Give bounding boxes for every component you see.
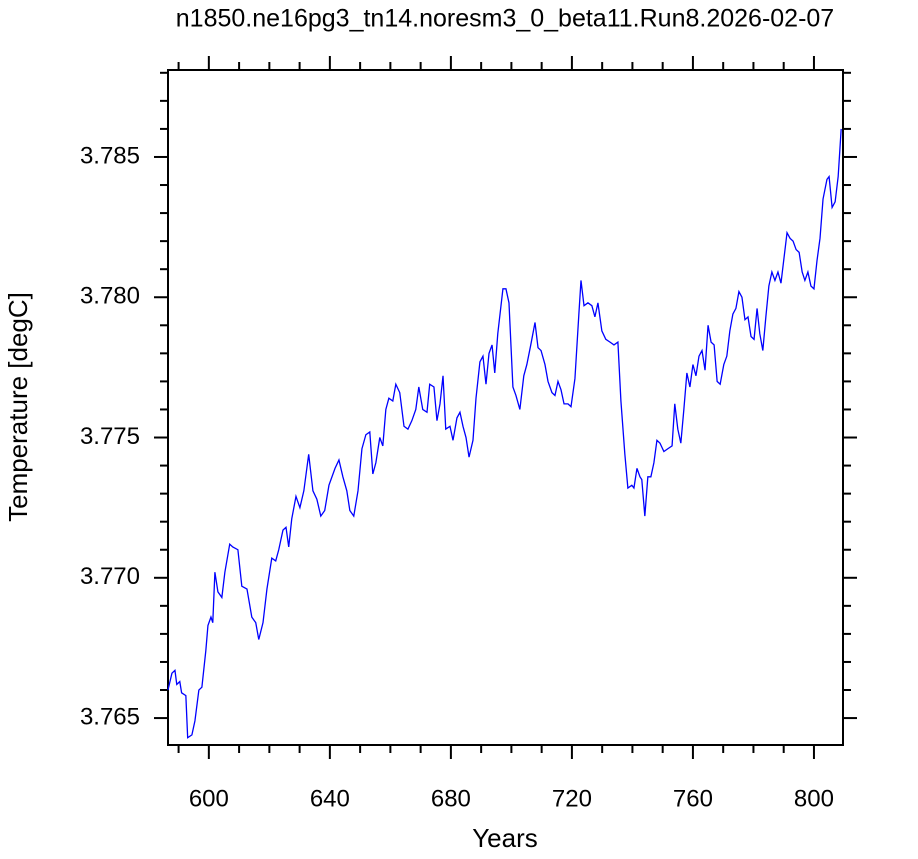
x-tick-label: 720	[552, 785, 592, 812]
y-tick-label: 3.780	[80, 283, 140, 310]
y-axis-label: Temperature [degC]	[3, 292, 33, 522]
x-tick-label: 760	[673, 785, 713, 812]
y-tick-label: 3.775	[80, 423, 140, 450]
x-tick-label: 600	[189, 785, 229, 812]
plot-frame	[167, 69, 844, 746]
y-tick-label: 3.770	[80, 563, 140, 590]
y-tick-label: 3.785	[80, 142, 140, 169]
x-tick-label: 640	[310, 785, 350, 812]
chart-title: n1850.ne16pg3_tn14.noresm3_0_beta11.Run8…	[176, 5, 834, 33]
data-line	[167, 128, 842, 739]
x-axis-label: Years	[472, 823, 538, 853]
x-tick-label: 800	[794, 785, 834, 812]
y-tick-label: 3.765	[80, 703, 140, 730]
x-tick-label: 680	[431, 785, 471, 812]
